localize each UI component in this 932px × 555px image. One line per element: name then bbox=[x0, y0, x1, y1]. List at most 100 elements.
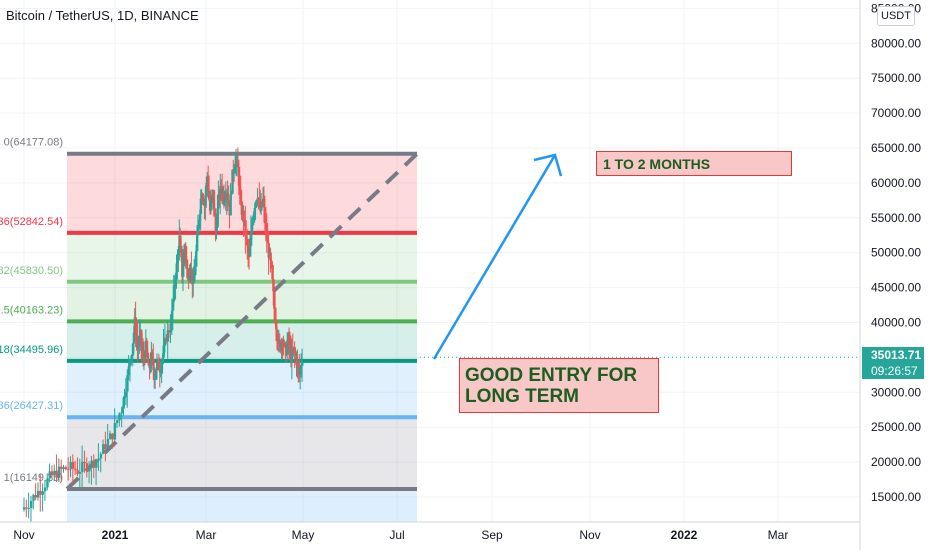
candle-body bbox=[134, 317, 137, 336]
candle-body bbox=[215, 227, 218, 232]
candle-body bbox=[185, 259, 189, 269]
candle-body bbox=[71, 461, 75, 469]
time-tick-label: Mar bbox=[768, 528, 789, 542]
candle-body bbox=[194, 266, 197, 276]
candle-body bbox=[149, 365, 152, 369]
candle-body bbox=[64, 467, 68, 470]
candle-body bbox=[124, 391, 128, 398]
price-tick-label: 40000.00 bbox=[871, 316, 921, 330]
candle-body bbox=[122, 397, 125, 409]
candle-body bbox=[78, 471, 82, 474]
candle-body bbox=[27, 507, 31, 509]
candle-body bbox=[152, 359, 155, 371]
fib-zone bbox=[67, 488, 417, 522]
candle-body bbox=[275, 329, 279, 340]
candle-body bbox=[155, 361, 159, 370]
candle-body bbox=[288, 345, 292, 349]
arrow-line[interactable] bbox=[432, 154, 557, 360]
candle-body bbox=[244, 220, 247, 237]
candle-body bbox=[214, 216, 217, 232]
candle-body bbox=[270, 260, 273, 265]
time-tick-label: Nov bbox=[579, 528, 600, 542]
price-tick-label: 25000.00 bbox=[871, 420, 921, 434]
candle-body bbox=[172, 285, 176, 302]
candle-body bbox=[36, 490, 40, 498]
fib-zone bbox=[67, 417, 417, 489]
candle-body bbox=[236, 159, 240, 167]
candle-body bbox=[288, 334, 291, 346]
candle-body bbox=[255, 200, 258, 203]
candle-body bbox=[209, 201, 213, 211]
annotation-entry[interactable]: GOOD ENTRY FOR LONG TERM bbox=[459, 358, 659, 413]
candle-body bbox=[189, 268, 192, 276]
candle-body bbox=[177, 252, 180, 256]
candle-body bbox=[169, 330, 172, 333]
candle-body bbox=[39, 490, 42, 495]
candle-body bbox=[233, 169, 236, 174]
candle-body bbox=[50, 471, 54, 476]
candle-body bbox=[258, 199, 261, 201]
candle-body bbox=[269, 252, 272, 261]
time-tick-label: May bbox=[292, 528, 315, 542]
candle-body bbox=[256, 198, 259, 201]
candle-body bbox=[297, 362, 300, 368]
candle-body bbox=[179, 235, 182, 246]
drawings bbox=[420, 153, 860, 360]
time-axis: Nov 2021 Mar May Jul Sep Nov 2022 Mar bbox=[0, 521, 860, 542]
candle-body bbox=[48, 471, 51, 479]
candle-body bbox=[251, 222, 255, 226]
candle-body bbox=[116, 420, 119, 424]
candle-body bbox=[252, 214, 256, 223]
candle-body bbox=[34, 495, 38, 498]
candle-body bbox=[262, 198, 266, 208]
candle-body bbox=[234, 163, 237, 170]
fib-level-label: 0.236(52842.54) bbox=[0, 216, 63, 228]
candle-body bbox=[191, 269, 194, 284]
candle-body bbox=[198, 214, 202, 221]
candle-body bbox=[137, 344, 140, 348]
candle-body bbox=[111, 433, 114, 440]
candle-body bbox=[238, 186, 242, 192]
candle-body bbox=[208, 190, 211, 200]
candle-body bbox=[199, 198, 203, 215]
candle-body bbox=[197, 220, 201, 228]
candle-body bbox=[294, 352, 297, 357]
candle-body bbox=[223, 199, 227, 202]
price-tick-label: 20000.00 bbox=[871, 455, 921, 469]
candle-body bbox=[60, 466, 63, 469]
price-tick-label: 80000.00 bbox=[871, 36, 921, 50]
candle-body bbox=[242, 210, 245, 221]
candle-body bbox=[260, 202, 263, 211]
candle-body bbox=[106, 439, 110, 449]
candle-body bbox=[227, 200, 230, 206]
candle-body bbox=[55, 470, 58, 478]
annotation-months[interactable]: 1 TO 2 MONTHS bbox=[596, 151, 792, 176]
candle-body bbox=[190, 268, 193, 270]
candle-body bbox=[173, 285, 177, 287]
candle-body bbox=[25, 507, 28, 509]
price-tick-label: 30000.00 bbox=[871, 385, 921, 399]
price-tick-label: 50000.00 bbox=[871, 246, 921, 260]
candle-body bbox=[97, 458, 100, 461]
countdown-tag: 09:26:57 bbox=[862, 363, 924, 379]
price-tick-label: 55000.00 bbox=[871, 211, 921, 225]
candle-body bbox=[29, 500, 33, 508]
candle-body bbox=[293, 347, 297, 353]
candle-body bbox=[161, 357, 164, 363]
candle-body bbox=[213, 208, 217, 217]
candle-body bbox=[195, 235, 199, 252]
candles bbox=[23, 147, 304, 522]
candle-body bbox=[76, 470, 79, 474]
currency-badge[interactable]: USDT bbox=[877, 6, 915, 26]
fib-zone bbox=[67, 321, 417, 361]
candle-body bbox=[69, 461, 72, 470]
candle-body bbox=[282, 342, 285, 345]
time-tick-label: Sep bbox=[481, 528, 503, 542]
price-axis: 15000.0020000.0025000.0030000.0035000.00… bbox=[859, 0, 921, 550]
candle-body bbox=[85, 463, 89, 472]
fib-trend-line[interactable] bbox=[65, 152, 419, 491]
candle-body bbox=[216, 208, 219, 228]
candle-body bbox=[224, 198, 228, 200]
